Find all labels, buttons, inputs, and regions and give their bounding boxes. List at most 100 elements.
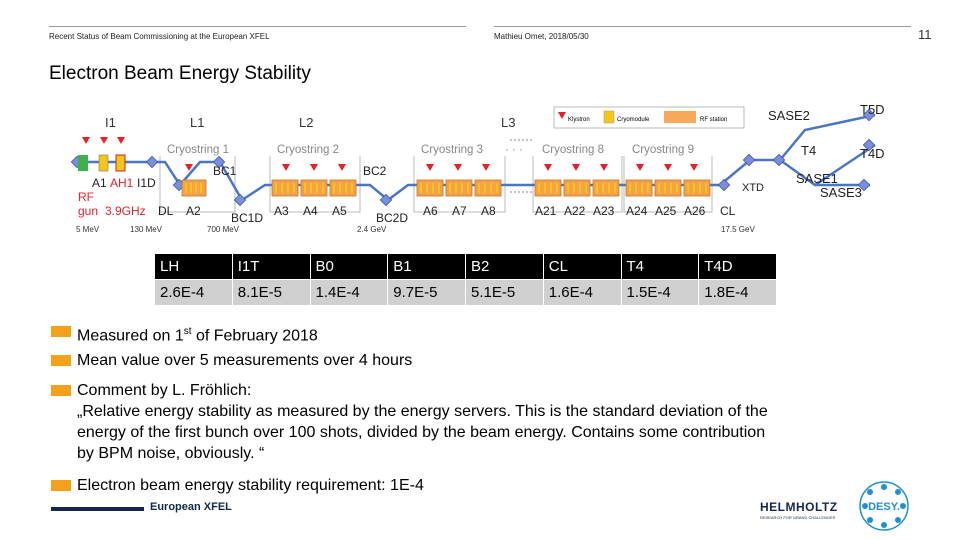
diagram-legend: Klystron Cryomodule RF station: [553, 106, 745, 129]
label-a1: A1: [92, 176, 107, 190]
desy-logo-icon: DESY.: [859, 481, 909, 531]
value-cell: 5.1E-5: [465, 279, 544, 306]
rf-station-legend-icon: [664, 111, 696, 123]
bullet-measured-date: Measured on 1st of February 2018: [77, 321, 318, 346]
label-dl: DL: [158, 204, 174, 218]
energy-stability-table: LH I1T B0 B1 B2 CL T4 T4D 2.6E-4 8.1E-5 …: [154, 253, 777, 306]
label-cryostring-8: Cryostring 8: [542, 144, 604, 156]
label-a24: A24: [626, 204, 648, 218]
label-bc1d: BC1D: [231, 211, 263, 225]
value-cell: 9.7E-5: [387, 279, 466, 306]
comment-quote-line: „Relative energy stability as measured b…: [77, 403, 768, 420]
cryomodule-legend-icon: [603, 110, 615, 124]
energy-17-5gev: 17.5 GeV: [721, 225, 755, 234]
legend-cryomodule-label: Cryomodule: [617, 117, 650, 123]
presentation-title: Recent Status of Beam Commissioning at t…: [49, 32, 270, 41]
header-rule-left: [49, 26, 466, 27]
label-a8: A8: [481, 204, 496, 218]
energy-2-4gev: 2.4 GeV: [357, 225, 387, 234]
header-cell: B1: [387, 253, 466, 280]
accelerator-diagram: Klystron Cryomodule RF station I1 L1 L2 …: [70, 102, 885, 234]
label-t4: T4: [801, 143, 816, 158]
label-t4d: T4D: [860, 146, 885, 161]
label-rf: RF: [78, 190, 94, 204]
slide-title: Electron Beam Energy Stability: [49, 63, 311, 84]
bullet-text: of February 2018: [191, 327, 318, 345]
label-sase2: SASE2: [768, 108, 810, 123]
label-a26: A26: [684, 204, 706, 218]
table-header-row: LH I1T B0 B1 B2 CL T4 T4D: [154, 253, 777, 280]
label-i1: I1: [105, 115, 116, 130]
label-bc2: BC2: [363, 164, 387, 178]
label-xtd: XTD: [742, 182, 764, 194]
klystron-legend-icon: [558, 112, 566, 119]
helmholtz-name: HELMHOLTZ: [760, 500, 838, 514]
label-3-9ghz: 3.9GHz: [105, 204, 146, 218]
bullet-marker: [51, 326, 71, 337]
label-bc1: BC1: [213, 164, 237, 178]
label-a3: A3: [274, 204, 289, 218]
label-gun: gun: [78, 204, 98, 218]
ordinal-suffix: st: [183, 326, 192, 337]
header-cell: T4D: [698, 253, 777, 280]
label-dots: · · ·: [505, 144, 523, 156]
legend-klystron-label: Klystron: [568, 117, 590, 123]
label-ah1: AH1: [110, 176, 134, 190]
header-cell: T4: [620, 253, 700, 280]
label-cl: CL: [720, 204, 736, 218]
header-cell: CL: [542, 253, 622, 280]
label-bc2d: BC2D: [376, 211, 408, 225]
bullet-marker: [51, 355, 71, 366]
value-cell: 2.6E-4: [154, 279, 233, 306]
author-date: Mathieu Omet, 2018/05/30: [494, 32, 589, 41]
header-cell: B2: [465, 253, 544, 280]
value-cell: 1.4E-4: [309, 279, 389, 306]
header-cell: LH: [154, 253, 233, 280]
label-a5: A5: [332, 204, 347, 218]
label-a4: A4: [303, 204, 318, 218]
label-i1d: I1D: [137, 176, 156, 190]
label-cryostring-1: Cryostring 1: [167, 144, 229, 156]
label-a25: A25: [655, 204, 677, 218]
bullet-mean-value: Mean value over 5 measurements over 4 ho…: [77, 352, 413, 369]
label-sase3: SASE3: [820, 185, 862, 200]
legend-rf-station-label: RF station: [700, 117, 727, 123]
rf-gun: [78, 155, 88, 171]
label-a7: A7: [452, 204, 467, 218]
header-rule-right: [494, 26, 911, 27]
xfel-logo-text: European XFEL: [150, 501, 232, 513]
energy-130mev: 130 MeV: [130, 225, 163, 234]
label-cryostring-3: Cryostring 3: [421, 144, 483, 156]
value-cell: 8.1E-5: [231, 279, 311, 306]
bullet-marker: [51, 480, 71, 491]
value-cell: 1.5E-4: [620, 279, 700, 306]
label-a23: A23: [593, 204, 615, 218]
header-cell: B0: [309, 253, 389, 280]
bullet-requirement: Electron beam energy stability requireme…: [77, 477, 424, 494]
energy-5mev: 5 MeV: [76, 225, 100, 234]
label-a22: A22: [564, 204, 586, 218]
label-l3: L3: [501, 115, 515, 130]
helmholtz-tagline: RESEARCH FOR GRAND CHALLENGES: [760, 515, 836, 520]
label-a21: A21: [535, 204, 557, 218]
label-l2: L2: [299, 115, 313, 130]
helmholtz-logo: HELMHOLTZ RESEARCH FOR GRAND CHALLENGES: [760, 500, 838, 520]
value-cell: 1.8E-4: [698, 279, 777, 306]
label-cryostring-9: Cryostring 9: [632, 144, 694, 156]
xfel-footer-bar: [51, 507, 144, 511]
label-cryostring-2: Cryostring 2: [277, 144, 339, 156]
comment-quote-line: energy of the first bunch over 100 shots…: [77, 424, 766, 441]
bullet-marker: [51, 385, 71, 396]
label-a2: A2: [186, 204, 201, 218]
comment-author: Comment by L. Fröhlich:: [77, 382, 252, 399]
page-number: 11: [918, 27, 932, 42]
energy-700mev: 700 MeV: [207, 225, 240, 234]
label-a6: A6: [423, 204, 438, 218]
header-cell: I1T: [231, 253, 311, 280]
label-l1: L1: [190, 115, 204, 130]
value-cell: 1.6E-4: [542, 279, 622, 306]
table-value-row: 2.6E-4 8.1E-5 1.4E-4 9.7E-5 5.1E-5 1.6E-…: [154, 279, 777, 306]
desy-logo-text: DESY.: [868, 501, 900, 513]
bullet-comment: Comment by L. Fröhlich: „Relative energy…: [77, 380, 768, 464]
label-t5d: T5D: [860, 102, 885, 117]
